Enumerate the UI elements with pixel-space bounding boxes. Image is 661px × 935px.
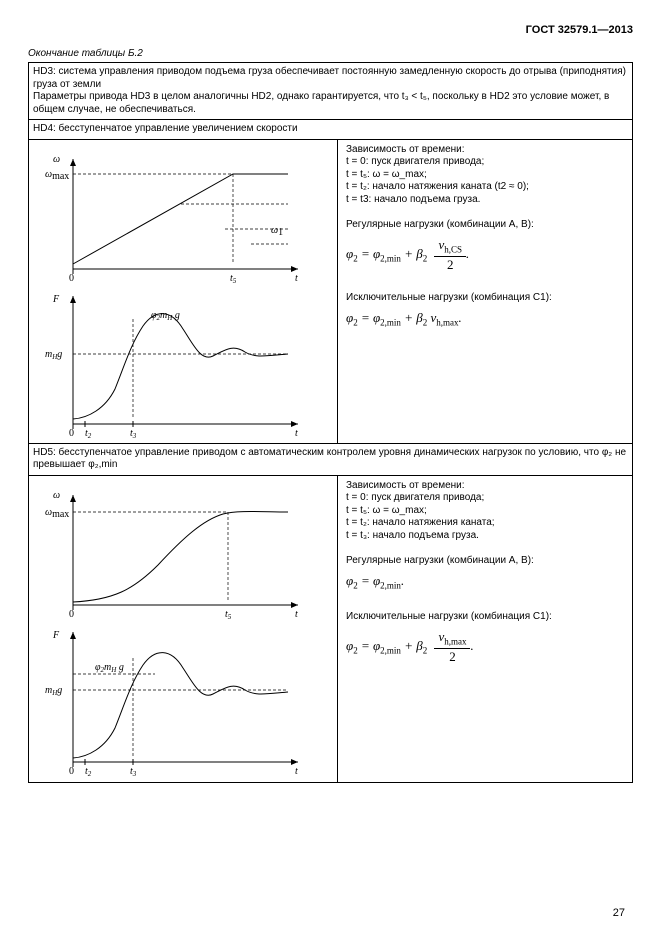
table-caption: Окончание таблицы Б.2: [28, 48, 633, 61]
hd5-omega-chart: ω ωmax 0 t5 t: [33, 480, 313, 620]
hd4-title-cell: HD4: бесступенчатое управление увеличени…: [29, 120, 633, 140]
svg-text:t3: t3: [130, 428, 137, 439]
hd5-title-cell: HD5: бесступенчатое управление приводом …: [29, 443, 633, 475]
svg-text:0: 0: [69, 273, 74, 284]
hd5-diagrams: ω ωmax 0 t5 t F mHg φ2mH g 0 t2 t3 t: [29, 476, 338, 782]
svg-text:ω: ω: [53, 154, 60, 165]
hd5-l1: t = 0: пуск двигателя привода;: [346, 492, 628, 505]
svg-text:ωmax: ωmax: [45, 507, 69, 520]
svg-text:t: t: [295, 766, 298, 777]
svg-text:0: 0: [69, 428, 74, 439]
svg-text:mHg: mHg: [45, 685, 62, 697]
hd5-force-chart: F mHg φ2mH g 0 t2 t3 t: [33, 620, 313, 778]
hd5-l4: t = t₃: начало подъема груза.: [346, 530, 628, 543]
svg-text:ω: ω: [53, 490, 60, 501]
hd5-formula-2: φ2 = φ2,min + β2 vh,max 2 .: [346, 629, 628, 665]
hd3-cell: HD3: система управления приводом подъема…: [29, 63, 633, 120]
svg-text:t: t: [295, 273, 298, 284]
hd4-formula-2: φ2 = φ2,min + β2 vh,max.: [346, 310, 628, 329]
document-page: ГОСТ 32579.1—2013 Окончание таблицы Б.2 …: [0, 0, 661, 935]
hd4-row: ω ωmax ω1 0 t5 t F mHg φ2mH g 0 t2 t3 t …: [29, 140, 632, 443]
hd4-l1: t = 0: пуск двигателя привода;: [346, 156, 628, 169]
hd4-time-heading: Зависимость от времени:: [346, 144, 628, 157]
hd5-text: Зависимость от времени: t = 0: пуск двиг…: [338, 476, 632, 782]
svg-text:t: t: [295, 609, 298, 620]
hd4-l4: t = t3: начало подъема груза.: [346, 194, 628, 207]
table-b2: HD3: система управления приводом подъема…: [28, 62, 633, 783]
hd5-formula-1: φ2 = φ2,min.: [346, 573, 628, 592]
svg-text:t3: t3: [130, 766, 137, 778]
svg-text:ωmax: ωmax: [45, 169, 69, 182]
svg-text:t: t: [295, 428, 298, 439]
hd5-row: ω ωmax 0 t5 t F mHg φ2mH g 0 t2 t3 t Зав…: [29, 476, 632, 782]
hd4-force-chart: F mHg φ2mH g 0 t2 t3 t: [33, 284, 313, 439]
hd4-formula-1: φ2 = φ2,min + β2 vh,CS 2 .: [346, 237, 628, 273]
svg-text:t5: t5: [225, 609, 232, 620]
hd5-time-heading: Зависимость от времени:: [346, 480, 628, 493]
page-header: ГОСТ 32579.1—2013: [28, 24, 633, 38]
hd4-l3: t = t₂: начало натяжения каната (t2 ≈ 0)…: [346, 181, 628, 194]
hd5-l2: t = t₅: ω = ω_max;: [346, 505, 628, 518]
hd4-omega-chart: ω ωmax ω1 0 t5 t: [33, 144, 313, 284]
svg-text:0: 0: [69, 766, 74, 777]
hd5-excl-heading: Исключительные нагрузки (комбинация C1):: [346, 611, 628, 624]
hd4-text: Зависимость от времени: t = 0: пуск двиг…: [338, 140, 632, 443]
svg-text:0: 0: [69, 609, 74, 620]
svg-text:φ2mH g: φ2mH g: [151, 310, 180, 322]
page-number: 27: [613, 907, 625, 921]
svg-text:F: F: [52, 630, 60, 641]
svg-text:F: F: [52, 294, 60, 305]
hd4-l2: t = t₅: ω = ω_max;: [346, 169, 628, 182]
hd5-l3: t = t₂: начало натяжения каната;: [346, 517, 628, 530]
svg-text:φ2mH g: φ2mH g: [95, 662, 124, 674]
svg-text:t2: t2: [85, 766, 92, 778]
hd4-excl-heading: Исключительные нагрузки (комбинация C1):: [346, 292, 628, 305]
hd5-reg-heading: Регулярные нагрузки (комбинации A, B):: [346, 555, 628, 568]
svg-text:t2: t2: [85, 428, 92, 439]
svg-text:mHg: mHg: [45, 349, 62, 361]
svg-text:t5: t5: [230, 273, 237, 284]
hd4-reg-heading: Регулярные нагрузки (комбинации A, B):: [346, 219, 628, 232]
svg-text:ω1: ω1: [271, 225, 283, 238]
hd4-diagrams: ω ωmax ω1 0 t5 t F mHg φ2mH g 0 t2 t3 t: [29, 140, 338, 443]
